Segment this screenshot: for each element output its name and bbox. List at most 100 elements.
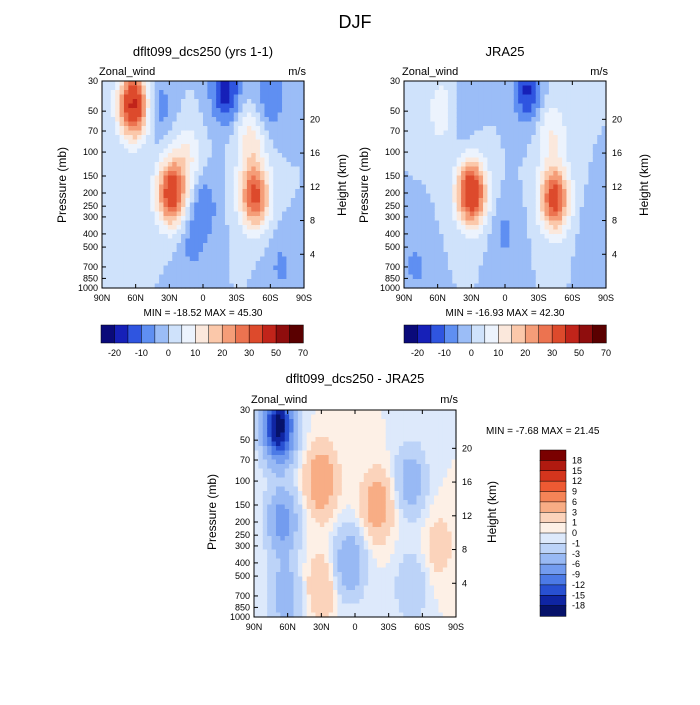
heatmap-cell: [225, 144, 230, 149]
heatmap-cell: [439, 95, 444, 100]
heatmap-cell: [264, 212, 269, 217]
heatmap-cell: [531, 234, 536, 239]
colorbar-label: -10: [438, 348, 451, 358]
heatmap-cell: [251, 243, 256, 248]
heatmap-cell: [302, 568, 307, 573]
heatmap-cell: [540, 126, 545, 131]
heatmap-cell: [286, 180, 291, 185]
heatmap-cell: [264, 135, 269, 140]
heatmap-cell: [120, 234, 125, 239]
heatmap-cell: [302, 590, 307, 595]
heatmap-cell: [457, 239, 462, 244]
heatmap-cell: [142, 252, 147, 257]
heatmap-cell: [408, 185, 413, 190]
heatmap-cell: [203, 126, 208, 131]
heatmap-cell: [155, 144, 160, 149]
heatmap-cell: [238, 117, 243, 122]
panel-obs-stats: MIN = -16.93 MAX = 42.30: [446, 308, 565, 319]
heatmap-cell: [278, 261, 283, 266]
heatmap-cell: [216, 239, 221, 244]
heatmap-cell: [272, 478, 277, 483]
heatmap-cell: [549, 275, 554, 280]
heatmap-cell: [203, 225, 208, 230]
heatmap-cell: [168, 279, 173, 284]
heatmap-cell: [168, 212, 173, 217]
heatmap-cell: [558, 252, 563, 257]
heatmap-cell: [221, 122, 226, 127]
heatmap-cell: [492, 252, 497, 257]
heatmap-cell: [251, 104, 256, 109]
heatmap-cell: [483, 243, 488, 248]
heatmap-cell: [247, 162, 252, 167]
heatmap-cell: [302, 595, 307, 600]
heatmap-cell: [256, 176, 261, 181]
heatmap-cell: [280, 433, 285, 438]
heatmap-cell: [465, 221, 470, 226]
heatmap-cell: [278, 86, 283, 91]
heatmap-cell: [258, 581, 263, 586]
heatmap-cell: [492, 234, 497, 239]
heatmap-cell: [593, 149, 598, 154]
heatmap-cell: [509, 90, 514, 95]
heatmap-cell: [142, 225, 147, 230]
colorbar-label: 30: [547, 348, 557, 358]
heatmap-cell: [133, 176, 138, 181]
heatmap-cell: [527, 216, 532, 221]
heatmap-cell: [269, 153, 274, 158]
heatmap-cell: [404, 257, 409, 262]
heatmap-cell: [545, 81, 550, 86]
heatmap-cell: [280, 608, 285, 613]
heatmap-cell: [280, 442, 285, 447]
heatmap-cell: [505, 225, 510, 230]
heatmap-cell: [243, 230, 248, 235]
heatmap-cell: [575, 86, 580, 91]
heatmap-cell: [278, 257, 283, 262]
heatmap-cell: [155, 117, 160, 122]
heatmap-cell: [181, 275, 186, 280]
heatmap-cell: [185, 221, 190, 226]
heatmap-cell: [430, 81, 435, 86]
heatmap-cell: [479, 243, 484, 248]
heatmap-cell: [593, 266, 598, 271]
heatmap-cell: [527, 153, 532, 158]
heatmap-cell: [273, 167, 278, 172]
heatmap-cell: [514, 95, 519, 100]
heatmap-cell: [185, 248, 190, 253]
heatmap-cell: [185, 140, 190, 145]
heatmap-cell: [470, 95, 475, 100]
heatmap-cell: [470, 243, 475, 248]
heatmap-cell: [444, 243, 449, 248]
heatmap-cell: [258, 478, 263, 483]
heatmap-cell: [111, 171, 116, 176]
heatmap-cell: [527, 158, 532, 163]
heatmap-cell: [229, 257, 234, 262]
heatmap-cell: [285, 599, 290, 604]
heatmap-cell: [238, 275, 243, 280]
y-tick-label: 500: [385, 242, 400, 252]
heatmap-cell: [439, 171, 444, 176]
heatmap-cell: [558, 212, 563, 217]
heatmap-cell: [207, 252, 212, 257]
heatmap-cell: [505, 153, 510, 158]
heatmap-cell: [254, 464, 259, 469]
heatmap-cell: [505, 86, 510, 91]
heatmap-cell: [501, 198, 506, 203]
heatmap-cell: [102, 261, 107, 266]
heatmap-cell: [558, 135, 563, 140]
heatmap-cell: [251, 194, 256, 199]
heatmap-cell: [106, 167, 111, 172]
heatmap-cell: [278, 117, 283, 122]
heatmap-cell: [207, 257, 212, 262]
heatmap-cell: [566, 131, 571, 136]
heatmap-cell: [298, 500, 303, 505]
heatmap-cell: [558, 144, 563, 149]
heatmap-cell: [269, 113, 274, 118]
heatmap-cell: [190, 252, 195, 257]
heatmap-cell: [474, 167, 479, 172]
heatmap-cell: [404, 81, 409, 86]
heatmap-cell: [168, 104, 173, 109]
heatmap-cell: [115, 234, 120, 239]
heatmap-cell: [593, 167, 598, 172]
heatmap-cell: [258, 595, 263, 600]
heatmap-cell: [276, 559, 281, 564]
